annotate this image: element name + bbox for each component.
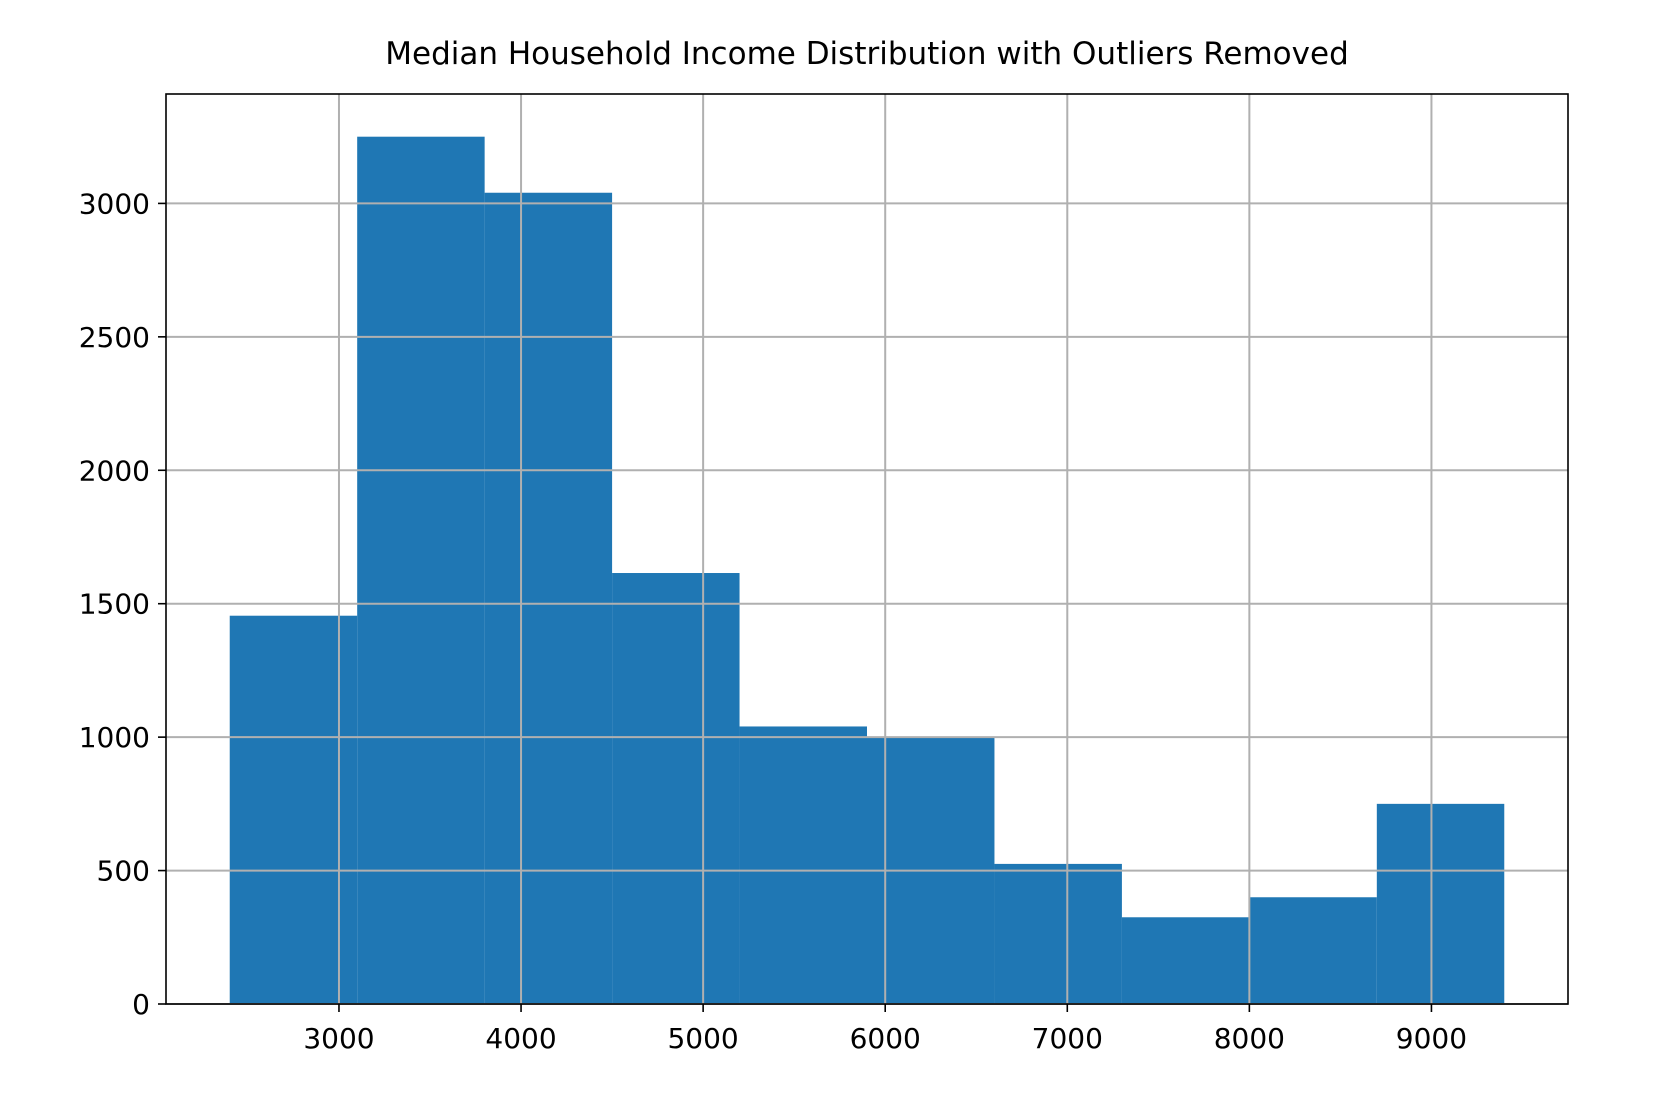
axis-ticks: 3000 4000 5000 6000 7000 8000 9000 0 500 1000 1500… [79, 187, 1467, 1055]
y-tick-label: 1000 [79, 721, 150, 754]
x-tick-label: 5000 [667, 1022, 738, 1055]
x-tick-label: 8000 [1214, 1022, 1285, 1055]
histogram-bar [1249, 897, 1377, 1004]
histogram-bar [739, 726, 867, 1004]
x-tick-label: 3000 [303, 1022, 374, 1055]
y-tick-label: 0 [132, 988, 150, 1021]
x-tick-label: 6000 [850, 1022, 921, 1055]
histogram-bar [994, 863, 1122, 1004]
histogram-bar [1121, 917, 1250, 1004]
histogram-bar [1376, 803, 1505, 1004]
y-tick-label: 2000 [79, 454, 150, 487]
x-tick-label: 4000 [485, 1022, 556, 1055]
histogram-bars [166, 94, 1568, 1005]
histogram-bar [484, 192, 613, 1004]
histogram-bar [612, 573, 740, 1004]
histogram-bar [357, 136, 485, 1005]
chart-title: Median Household Income Distribution wit… [385, 36, 1349, 72]
y-tick-label: 3000 [79, 187, 150, 220]
plot-frame [165, 93, 1569, 1005]
y-tick-label: 500 [97, 855, 150, 888]
y-tick-label: 2500 [79, 321, 150, 354]
x-tick-label: 7000 [1032, 1022, 1103, 1055]
x-tick-label: 9000 [1396, 1022, 1467, 1055]
histogram-bar [229, 615, 358, 1004]
y-tick-label: 1500 [79, 588, 150, 621]
